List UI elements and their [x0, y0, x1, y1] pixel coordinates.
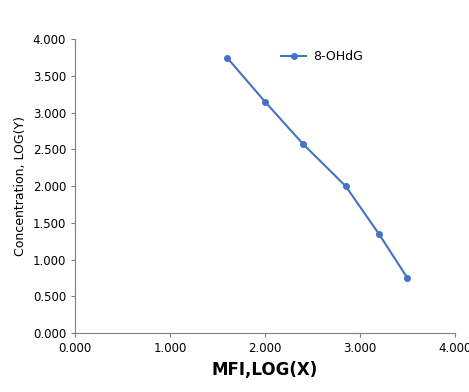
X-axis label: MFI,LOG(X): MFI,LOG(X): [212, 361, 318, 379]
8-OHdG: [405, 276, 410, 280]
8-OHdG: [224, 55, 230, 60]
Legend: 8-OHdG: 8-OHdG: [276, 45, 368, 69]
8-OHdG: [262, 99, 268, 104]
Y-axis label: Concentration, LOG(Y): Concentration, LOG(Y): [14, 116, 27, 256]
Line: 8-OHdG: 8-OHdG: [224, 55, 410, 281]
8-OHdG: [343, 184, 348, 189]
8-OHdG: [300, 142, 306, 146]
8-OHdG: [376, 232, 382, 236]
